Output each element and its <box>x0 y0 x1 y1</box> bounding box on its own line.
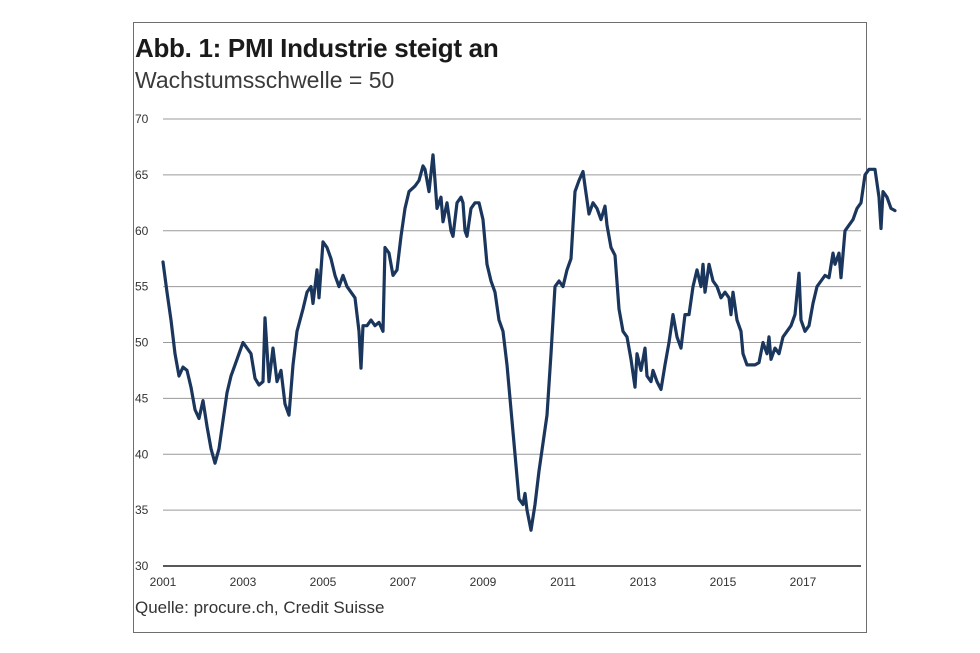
gridlines <box>163 118 861 567</box>
y-tick-label: 50 <box>135 336 149 350</box>
x-tick-label: 2013 <box>630 575 657 589</box>
y-tick-label: 60 <box>135 224 149 238</box>
y-tick-label: 30 <box>135 559 149 573</box>
x-tick-label: 2005 <box>310 575 337 589</box>
y-tick-label: 70 <box>135 112 149 126</box>
y-tick-label: 35 <box>135 503 149 517</box>
y-axis-ticks: 70 65 60 55 50 45 40 35 30 <box>135 112 149 573</box>
x-tick-label: 2003 <box>230 575 257 589</box>
x-tick-label: 2001 <box>150 575 177 589</box>
series-line-pmi <box>161 153 897 532</box>
chart-subtitle: Wachstumsschwelle = 50 <box>135 67 395 93</box>
chart-title: Abb. 1: PMI Industrie steigt an <box>135 33 499 63</box>
x-tick-label: 2009 <box>470 575 497 589</box>
x-tick-label: 2017 <box>790 575 817 589</box>
x-tick-label: 2007 <box>390 575 417 589</box>
y-tick-label: 65 <box>135 168 149 182</box>
x-tick-label: 2011 <box>550 575 576 589</box>
x-axis-ticks: 2001 2003 2005 2007 2009 2011 2013 2015 2017 <box>150 575 817 589</box>
chart-source: Quelle: procure.ch, Credit Suisse <box>135 598 385 617</box>
series-lines <box>161 153 897 532</box>
y-tick-label: 45 <box>135 391 149 405</box>
x-tick-label: 2015 <box>710 575 737 589</box>
y-tick-label: 55 <box>135 280 149 294</box>
y-tick-label: 40 <box>135 447 149 461</box>
